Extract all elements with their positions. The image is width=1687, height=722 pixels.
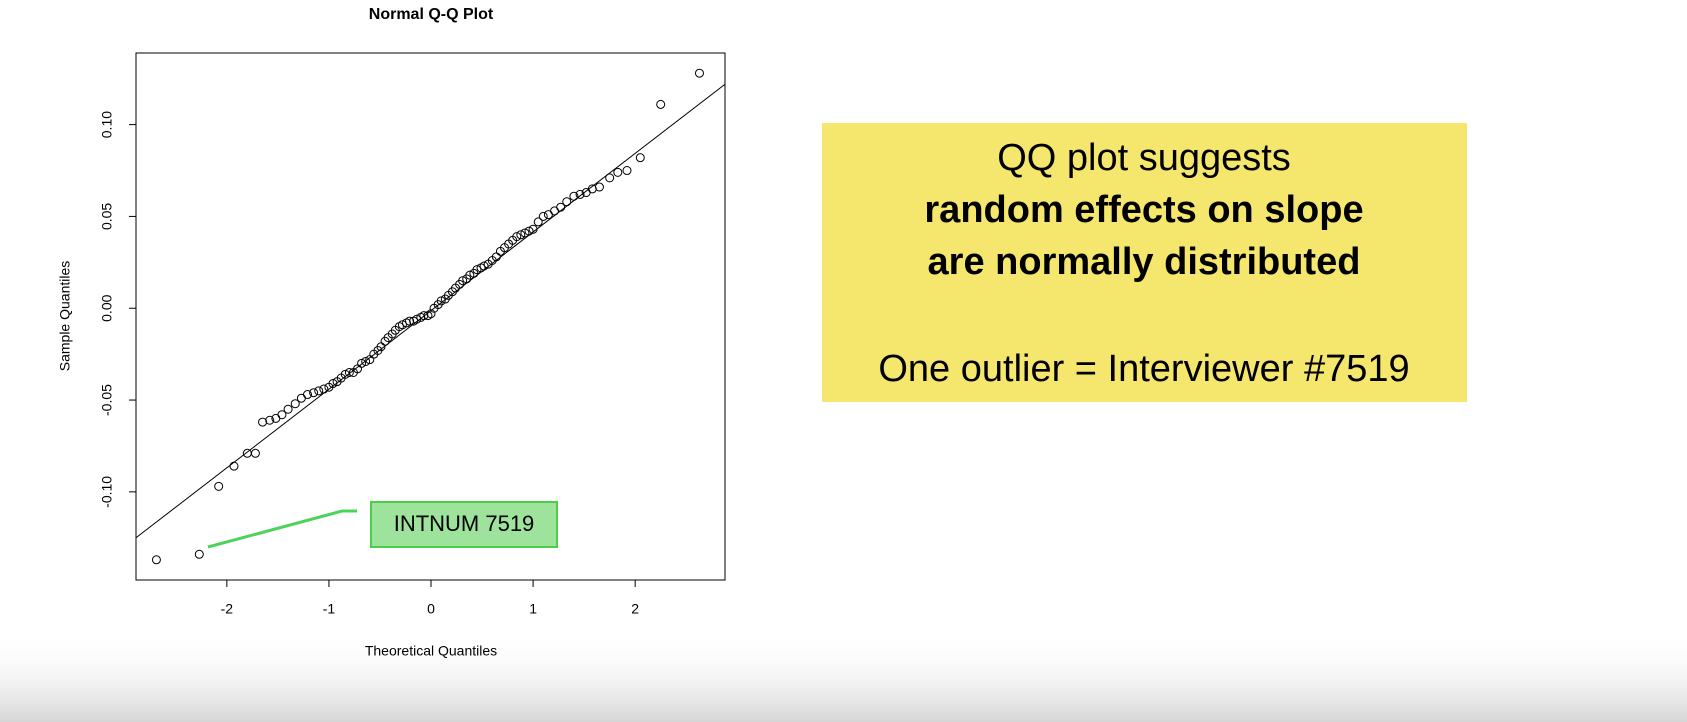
- point: [587, 184, 597, 194]
- point: [283, 404, 293, 414]
- point: [302, 390, 312, 400]
- annotation-pointer: [207, 509, 357, 549]
- point: [520, 228, 530, 238]
- point: [412, 314, 422, 324]
- point: [524, 226, 534, 236]
- point: [229, 461, 239, 471]
- x-tick-label: 1: [529, 601, 537, 617]
- y-axis-label: Sample Quantiles: [57, 261, 73, 372]
- point: [656, 99, 666, 109]
- point: [543, 210, 553, 220]
- point: [512, 232, 522, 242]
- point: [250, 448, 260, 458]
- point: [265, 415, 275, 425]
- point: [472, 265, 482, 275]
- bottom-fade: [0, 630, 1687, 722]
- point: [328, 379, 338, 389]
- callout-box: [822, 123, 1467, 402]
- point: [635, 153, 645, 163]
- y-tick-label: -0.10: [99, 476, 115, 508]
- point: [319, 384, 329, 394]
- point: [214, 481, 224, 491]
- point: [516, 230, 526, 240]
- point: [436, 296, 446, 306]
- annotation-text: INTNUM 7519: [394, 511, 535, 536]
- chart-title: Normal Q-Q Plot: [369, 6, 494, 23]
- plot: -2 -1 0 1 2 -0.10 -0.05 0.00 0.05 0.10: [99, 68, 725, 617]
- point: [242, 448, 252, 458]
- point: [296, 393, 306, 403]
- point: [465, 270, 475, 280]
- point: [569, 191, 579, 201]
- callout-line: random effects on slope: [924, 189, 1363, 231]
- point: [550, 206, 560, 216]
- point: [528, 224, 538, 234]
- point: [344, 368, 354, 378]
- point: [479, 261, 489, 271]
- callout-line: One outlier = Interviewer #7519: [878, 348, 1409, 390]
- y-tick-label: -0.05: [99, 384, 115, 416]
- point: [538, 211, 548, 221]
- point: [622, 166, 632, 176]
- point: [397, 320, 407, 330]
- point: [694, 68, 704, 78]
- point: [594, 182, 604, 192]
- point: [361, 356, 371, 366]
- y-tick-label: 0.05: [99, 203, 115, 230]
- plot-frame: [135, 52, 726, 581]
- x-tick-label: -2: [221, 601, 234, 617]
- point: [533, 217, 543, 227]
- point: [290, 399, 300, 409]
- point: [458, 276, 468, 286]
- y-tick-label: 0.10: [99, 111, 115, 138]
- x-tick-label: -1: [323, 601, 336, 617]
- qq-line: [136, 83, 725, 539]
- point: [340, 369, 350, 379]
- annotation-box: [370, 501, 558, 548]
- point: [258, 417, 268, 427]
- point: [605, 173, 615, 183]
- point: [405, 316, 415, 326]
- callout-line: QQ plot suggests: [997, 137, 1291, 179]
- point: [426, 309, 436, 319]
- x-axis-label: Theoretical Quantiles: [365, 643, 497, 659]
- point: [562, 197, 572, 207]
- point: [309, 388, 319, 398]
- point: [314, 386, 324, 396]
- point: [151, 555, 161, 565]
- point: [613, 167, 623, 177]
- point: [277, 410, 287, 420]
- x-tick-label: 2: [631, 601, 639, 617]
- point: [357, 358, 367, 368]
- callout-line: are normally distributed: [928, 241, 1361, 283]
- point: [194, 549, 204, 559]
- point: [575, 189, 585, 199]
- x-tick-label: 0: [427, 601, 435, 617]
- point: [556, 202, 566, 212]
- y-tick-label: 0.00: [99, 294, 115, 321]
- point: [419, 311, 429, 321]
